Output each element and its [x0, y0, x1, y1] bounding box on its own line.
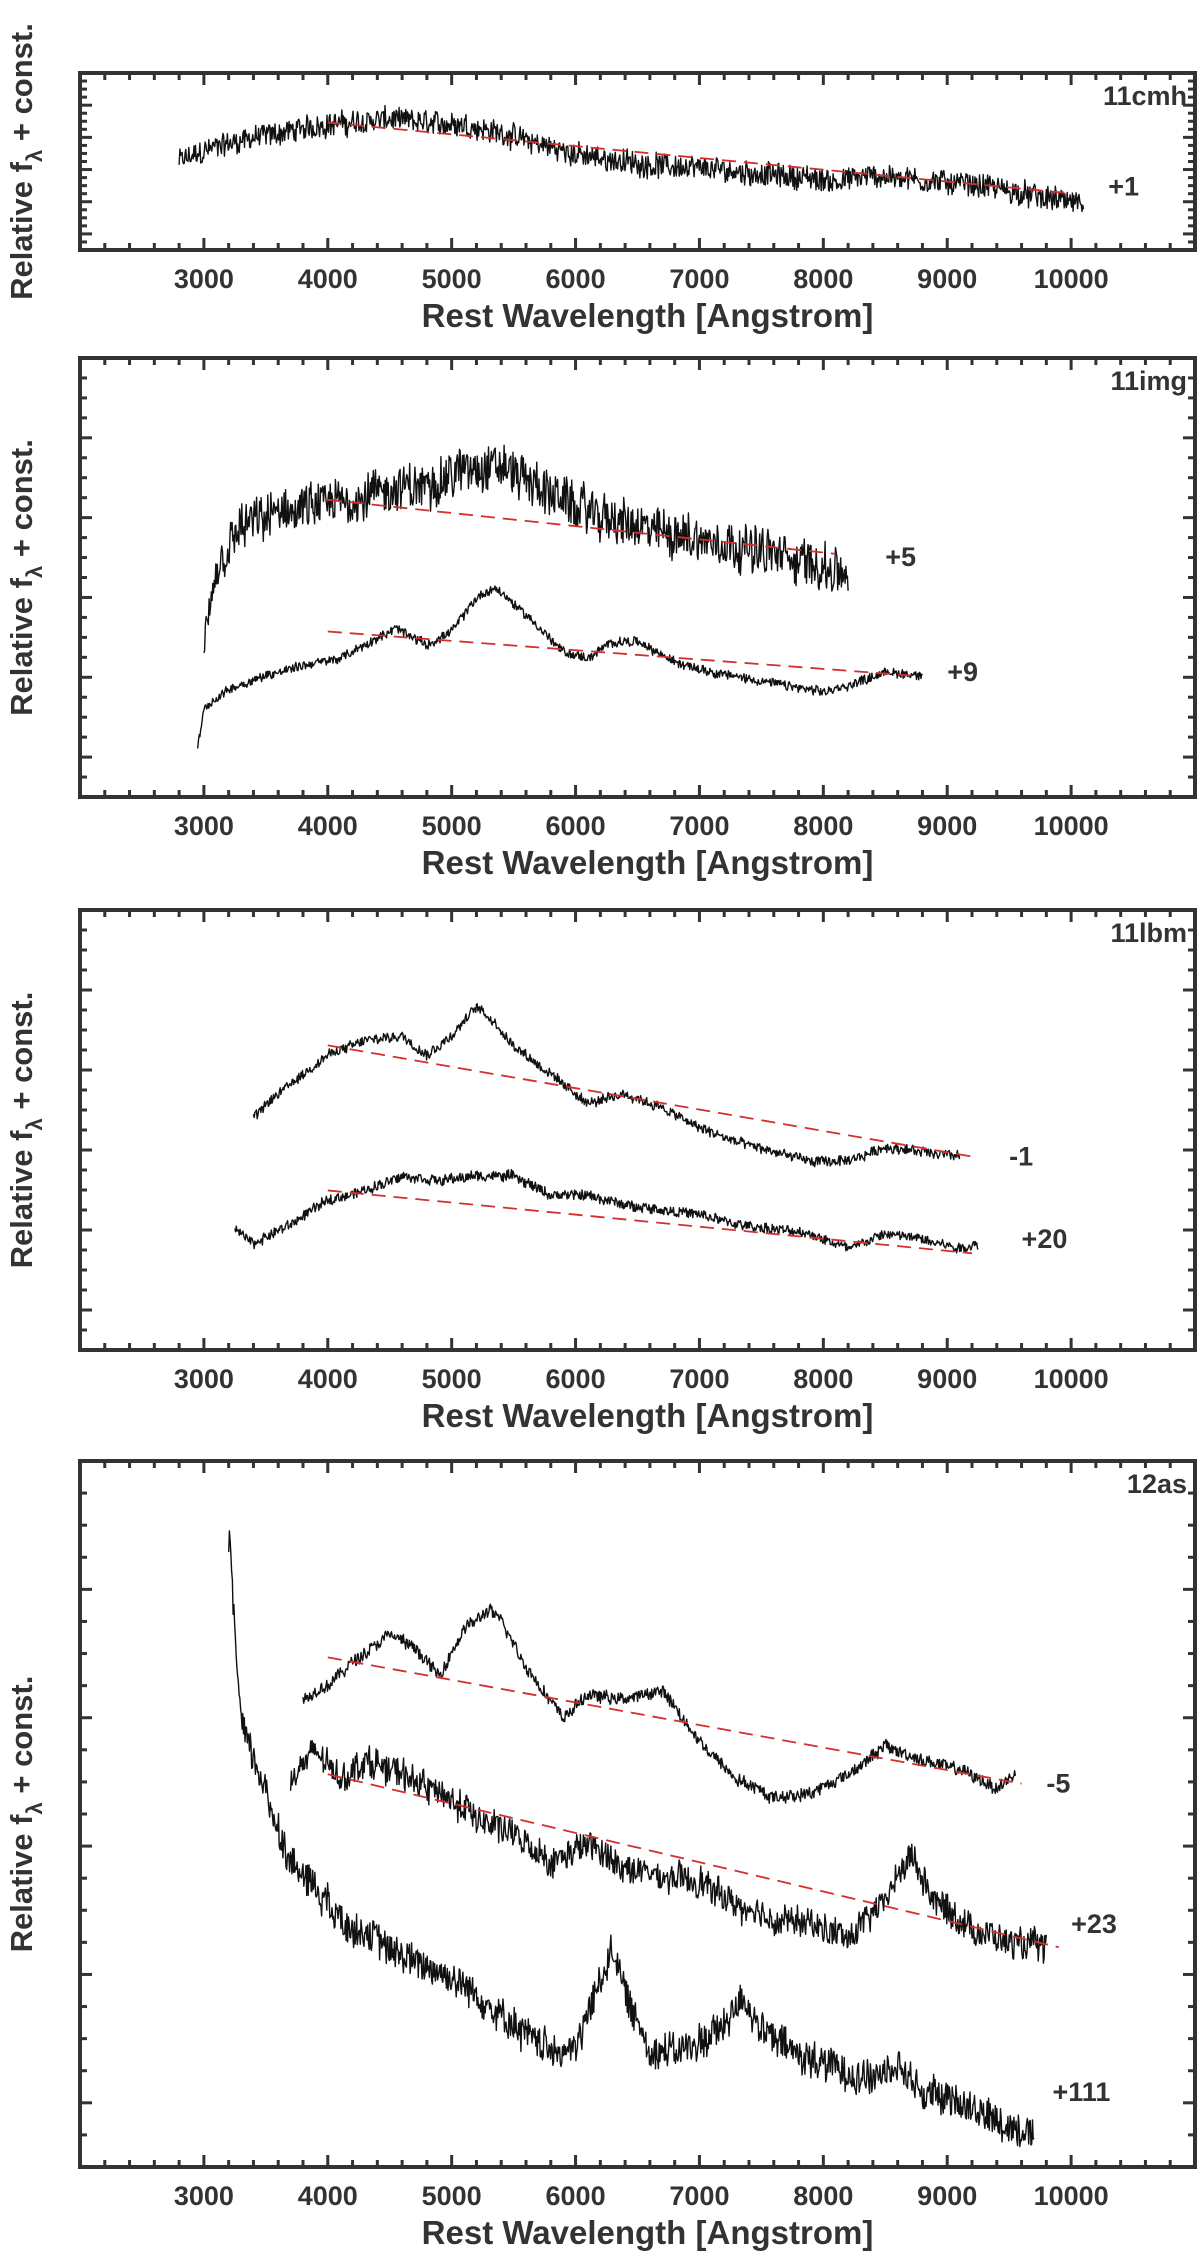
axes-frame — [78, 1459, 1197, 2169]
x-tick-label: 9000 — [917, 1364, 977, 1394]
panel-11lbm: 3000 4000 5000 6000 7000 8000 9000 10000 Rest Wa… — [4, 908, 1197, 1434]
axes-frame — [78, 71, 1197, 252]
x-tick-label: 8000 — [793, 1364, 853, 1394]
panel-11img: 3000 4000 5000 6000 7000 8000 9000 10000 Rest Wa… — [4, 356, 1197, 881]
phase-label: -1 — [1009, 1142, 1033, 1172]
x-tick-label: 10000 — [1034, 1364, 1109, 1394]
x-tick-label: 6000 — [546, 811, 606, 841]
x-tick-label: 5000 — [422, 264, 482, 294]
x-tick-label: 7000 — [669, 1364, 729, 1394]
panel-label: 11lbm — [1110, 918, 1187, 948]
phase-label: +9 — [947, 657, 978, 687]
x-tick-label: 3000 — [174, 1364, 234, 1394]
fit-line-2 — [327, 1189, 973, 1255]
x-tick-label: 4000 — [298, 264, 358, 294]
x-tick-label: 3000 — [174, 2181, 234, 2211]
x-tick-label: 6000 — [546, 2181, 606, 2211]
phase-label: -5 — [1046, 1769, 1070, 1799]
x-axis-label: Rest Wavelength [Angstrom] — [422, 844, 874, 881]
x-tick-label: 8000 — [793, 2181, 853, 2211]
fit-line-2 — [327, 1773, 1059, 1949]
x-tick-label: 7000 — [669, 2181, 729, 2211]
x-tick-label: 8000 — [793, 811, 853, 841]
panel-label: 12as — [1127, 1469, 1187, 1499]
x-tick-label: 4000 — [298, 811, 358, 841]
y-axis-label: Relative fλ + const. — [4, 1676, 47, 1953]
x-tick-label: 7000 — [669, 264, 729, 294]
x-tick-label: 6000 — [546, 1364, 606, 1394]
phase-label: +20 — [1022, 1224, 1068, 1254]
y-axis-label: Relative fλ + const. — [4, 992, 47, 1269]
y-axis-label: Relative fλ + const. — [4, 439, 47, 716]
panel-12as: 3000 4000 5000 6000 7000 8000 9000 10000 Rest Wa… — [4, 1459, 1197, 2251]
y-ticks — [80, 1459, 1195, 2169]
panel-label: 11cmh — [1103, 81, 1187, 111]
axes-frame — [78, 356, 1197, 799]
x-tick-label: 4000 — [298, 2181, 358, 2211]
phase-label: +111 — [1053, 2077, 1111, 2107]
fit-line-1 — [327, 1656, 1022, 1785]
spectrum-line-1 — [302, 1603, 1017, 1804]
fit-line-1 — [327, 1044, 973, 1158]
x-tick-label: 9000 — [917, 2181, 977, 2211]
fit-line-1 — [327, 498, 836, 555]
panel-11cmh: 3000 4000 5000 6000 7000 8000 9000 10000 Rest Wa… — [4, 23, 1197, 334]
x-ticks — [78, 1461, 1197, 2167]
spectrum-line-1 — [203, 444, 849, 654]
spectrum-line-2 — [289, 1740, 1047, 1964]
y-ticks — [80, 356, 1195, 799]
x-axis-label: Rest Wavelength [Angstrom] — [422, 2214, 874, 2251]
x-ticks — [78, 358, 1197, 797]
y-ticks — [80, 908, 1195, 1352]
x-tick-label: 5000 — [422, 2181, 482, 2211]
phase-label: +5 — [885, 542, 916, 572]
panel-label: 11img — [1110, 366, 1187, 396]
fit-line-2 — [327, 630, 911, 677]
x-tick-label: 3000 — [174, 264, 234, 294]
x-tick-label: 10000 — [1034, 2181, 1109, 2211]
x-tick-label: 6000 — [546, 264, 606, 294]
x-tick-label: 5000 — [422, 1364, 482, 1394]
x-tick-label: 10000 — [1034, 264, 1109, 294]
x-tick-label: 9000 — [917, 811, 977, 841]
x-tick-label: 10000 — [1034, 811, 1109, 841]
x-ticks — [78, 73, 1197, 250]
x-axis-label: Rest Wavelength [Angstrom] — [422, 1397, 874, 1434]
phase-label: +23 — [1071, 1909, 1117, 1939]
x-ticks — [78, 910, 1197, 1350]
y-axis-label: Relative fλ + const. — [4, 23, 47, 300]
spectrum-line-2 — [197, 585, 923, 749]
phase-label: +1 — [1108, 171, 1139, 201]
x-axis-label: Rest Wavelength [Angstrom] — [422, 297, 874, 334]
spectrum-line-2 — [234, 1168, 979, 1254]
axes-frame — [78, 908, 1197, 1352]
x-tick-label: 8000 — [793, 264, 853, 294]
x-tick-label: 4000 — [298, 1364, 358, 1394]
spectrum-line-1 — [178, 104, 1085, 213]
x-tick-label: 9000 — [917, 264, 977, 294]
y-ticks — [80, 71, 1195, 252]
x-tick-label: 3000 — [174, 811, 234, 841]
x-tick-label: 5000 — [422, 811, 482, 841]
spectrum-line-1 — [252, 1003, 961, 1168]
x-tick-label: 7000 — [669, 811, 729, 841]
fit-line-1 — [327, 121, 1072, 195]
spectrum-line-3 — [228, 1530, 1035, 2148]
